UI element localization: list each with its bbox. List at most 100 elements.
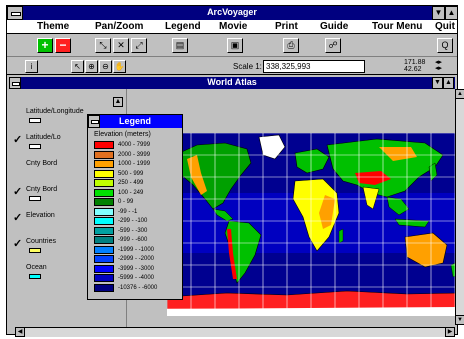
- layer-visible-checkmark-icon[interactable]: ✓: [13, 212, 23, 224]
- print-icon[interactable]: ⎙: [283, 38, 299, 53]
- zoom-extent-icon[interactable]: ✕: [113, 38, 129, 53]
- layer-item[interactable]: Cnty Bord: [13, 159, 99, 183]
- scroll-down-arrow-icon[interactable]: ▼: [455, 315, 464, 325]
- layer-item[interactable]: Ocean: [13, 263, 99, 287]
- layer-visible-checkmark-icon[interactable]: ✓: [13, 134, 23, 146]
- scroll-left-arrow-icon[interactable]: ◀: [15, 327, 25, 337]
- remove-layer-button[interactable]: −: [55, 38, 71, 53]
- scroll-up-arrow-icon[interactable]: ▲: [455, 89, 464, 99]
- land-central-america: [212, 208, 234, 222]
- pan-hand-icon[interactable]: ✋: [113, 60, 126, 73]
- maximize-button[interactable]: ▲: [445, 6, 458, 20]
- layer-name: Ocean: [26, 264, 47, 271]
- legend-item: -10376 - -6000: [94, 283, 182, 293]
- land-andes: [227, 229, 237, 279]
- add-layer-button[interactable]: +: [37, 38, 53, 53]
- legend-item: 1000 - 1999: [94, 160, 182, 169]
- layer-scroll-up-icon[interactable]: ▲: [113, 97, 123, 107]
- legend-color-swatch: [94, 141, 114, 149]
- zoom-in-icon[interactable]: ⊕: [85, 60, 98, 73]
- legend-item-label: -599 - -300: [118, 227, 148, 234]
- layer-item[interactable]: ✓ Cnty Bord: [13, 185, 99, 209]
- layer-item[interactable]: ✓ Elevation: [13, 211, 99, 235]
- horizontal-scrollbar[interactable]: ◀ ▶: [15, 327, 455, 337]
- legend-item: -999 - -600: [94, 236, 182, 245]
- legend-item: -5999 - -4000: [94, 274, 182, 283]
- menu-theme[interactable]: Theme: [37, 21, 70, 32]
- legend-item: 250 - 499: [94, 179, 182, 188]
- layer-item[interactable]: Latitude/Longitude: [13, 107, 99, 131]
- legend-item-label: -5999 - -4000: [118, 275, 155, 281]
- tools-toolbar: i ↖ ⊕ ⊖ ✋ Scale 1: 338,325,993 171.88 42…: [7, 58, 457, 75]
- layer-item[interactable]: ✓ Countries: [13, 237, 99, 261]
- legend-item: 2000 - 3999: [94, 150, 182, 160]
- land-madagascar: [338, 228, 344, 244]
- land-southeast-asia: [386, 196, 410, 216]
- legend-item-label: -2999 - -2000: [118, 256, 155, 262]
- app-titlebar: ArcVoyager ▼ ▲: [7, 6, 458, 20]
- layer-name: Cnty Bord: [26, 186, 58, 193]
- legend-item-label: 100 - 249: [118, 189, 144, 196]
- menu-quit[interactable]: Quit: [435, 21, 455, 32]
- main-toolbar: + − ⤡ ✕ ⤢ ▤ ▣ ⎙ ☍ Q: [7, 35, 457, 57]
- zoom-out-full-icon[interactable]: ⤢: [131, 38, 147, 53]
- legend-item: -599 - -300: [94, 226, 182, 236]
- layer-name: Elevation: [26, 212, 55, 219]
- legend-item: 500 - 999: [94, 169, 182, 179]
- legend-item-label: 1000 - 1999: [118, 161, 151, 167]
- zoom-out-icon[interactable]: ⊖: [99, 60, 112, 73]
- legend-item: -1999 - -1000: [94, 245, 182, 255]
- legend-color-swatch: [94, 198, 114, 206]
- child-maximize-button[interactable]: ▲: [443, 77, 454, 89]
- legend-color-swatch: [94, 169, 114, 178]
- query-icon[interactable]: Q: [437, 38, 453, 53]
- minimize-button[interactable]: ▼: [432, 6, 445, 20]
- pointer-icon[interactable]: ↖: [71, 60, 84, 73]
- legend-item: -3999 - -3000: [94, 264, 182, 274]
- guide-icon[interactable]: ☍: [325, 38, 341, 53]
- info-icon[interactable]: i: [25, 60, 38, 73]
- legend-color-swatch: [94, 264, 114, 273]
- legend-color-swatch: [94, 274, 114, 282]
- legend-item-label: 2000 - 3999: [118, 151, 151, 158]
- movie-icon[interactable]: ▣: [227, 38, 243, 53]
- legend-item-label: 250 - 499: [118, 180, 144, 186]
- legend-color-swatch: [94, 179, 114, 187]
- legend-item-label: -3999 - -3000: [118, 265, 155, 272]
- layer-properties-icon[interactable]: ▤: [172, 38, 188, 53]
- vertical-scrollbar[interactable]: ▲ ▼: [455, 89, 464, 325]
- menu-guide[interactable]: Guide: [320, 21, 349, 32]
- legend-title: Legend: [88, 115, 182, 128]
- legend-item-label: 500 - 999: [118, 170, 144, 177]
- zoom-in-full-icon[interactable]: ⤡: [95, 38, 111, 53]
- layer-item[interactable]: ✓ Latitude/Lo: [13, 133, 99, 157]
- scale-label: Scale 1:: [233, 62, 262, 71]
- legend-color-swatch: [94, 236, 114, 244]
- child-system-menu-button[interactable]: [9, 77, 21, 89]
- legend-item-label: -99 - -1: [118, 208, 138, 215]
- legend-color-swatch: [94, 255, 114, 263]
- child-minimize-button[interactable]: ▼: [432, 77, 443, 89]
- land-greenland: [258, 134, 286, 160]
- legend-system-menu-button[interactable]: [88, 115, 100, 128]
- world-elevation-map[interactable]: [167, 133, 459, 316]
- menu-pan-zoom[interactable]: Pan/Zoom: [95, 21, 144, 32]
- legend-item-label: -1999 - -1000: [118, 246, 155, 253]
- land-siberia-plateau: [379, 147, 417, 161]
- layer-visible-checkmark-icon[interactable]: ✓: [13, 238, 23, 250]
- menu-tour-menu[interactable]: Tour Menu: [372, 21, 423, 32]
- legend-item: 100 - 249: [94, 188, 182, 198]
- scroll-right-arrow-icon[interactable]: ▶: [445, 327, 455, 337]
- menu-movie[interactable]: Movie: [219, 21, 248, 32]
- layer-visible-checkmark-icon[interactable]: ✓: [13, 186, 23, 198]
- legend-item-label: 0 - 99: [118, 199, 134, 205]
- scale-input[interactable]: 338,325,993: [263, 60, 365, 73]
- system-menu-button[interactable]: [7, 6, 23, 20]
- legend-color-swatch: [94, 245, 114, 254]
- land-north-america-mountains: [187, 155, 207, 195]
- legend-item-label: -999 - -600: [118, 237, 148, 243]
- legend-item: 4000 - 7999: [94, 141, 182, 150]
- menu-print[interactable]: Print: [275, 21, 298, 32]
- menu-legend[interactable]: Legend: [165, 21, 201, 32]
- app-title: ArcVoyager: [207, 7, 257, 17]
